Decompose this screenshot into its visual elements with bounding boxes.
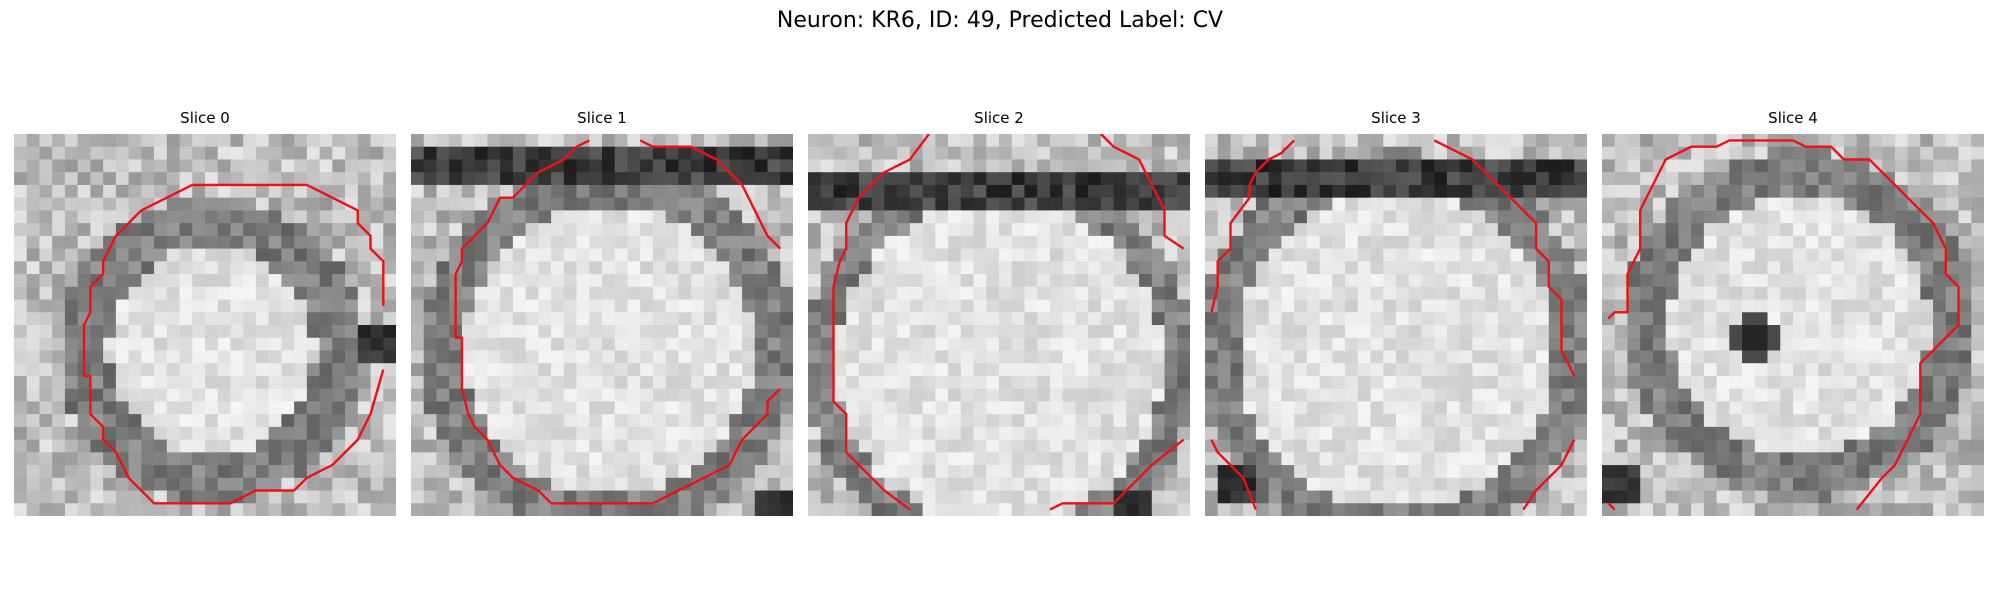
figure-title: Neuron: KR6, ID: 49, Predicted Label: CV (776, 8, 1224, 33)
slice-pixel-grid (1205, 134, 1587, 516)
segmentation-contour (1607, 502, 1616, 511)
segmentation-contour (1433, 139, 1576, 377)
slice-title: Slice 1 (577, 109, 627, 127)
microscopy-slice-image (14, 134, 396, 516)
slice-panel-2: Slice 2 (808, 108, 1190, 516)
segmentation-contour (192, 183, 385, 306)
microscopy-slice-image (1602, 134, 1984, 516)
segmentation-contour (454, 139, 782, 505)
slice-title: Slice 2 (974, 109, 1024, 127)
segmentation-contour (1210, 139, 1295, 313)
segmentation-contour (1100, 134, 1185, 250)
microscopy-slice-image (1205, 134, 1587, 516)
slice-title: Slice 3 (1371, 109, 1421, 127)
segmentation-contour (1522, 439, 1576, 511)
slice-pixel-grid (411, 134, 793, 516)
slice-pixel-grid (1602, 134, 1984, 516)
microscopy-slice-image (411, 134, 793, 516)
segmentation-contour (832, 134, 930, 511)
segmentation-contour (1049, 438, 1185, 511)
slice-title: Slice 4 (1768, 109, 1818, 127)
slice-title: Slice 0 (180, 109, 230, 127)
segmentation-contour (1607, 139, 1960, 511)
slice-pixel-grid (14, 134, 396, 516)
microscopy-slice-image (808, 134, 1190, 516)
slice-panel-1: Slice 1 (411, 108, 793, 516)
segmentation-contour (639, 139, 782, 250)
segmentation-contour (82, 183, 385, 505)
slice-panel-0: Slice 0 (14, 108, 396, 516)
segmentation-contour (1210, 439, 1258, 511)
slice-panel-3: Slice 3 (1205, 108, 1587, 516)
slice-pixel-grid (808, 134, 1190, 516)
slice-panel-4: Slice 4 (1602, 108, 1984, 516)
